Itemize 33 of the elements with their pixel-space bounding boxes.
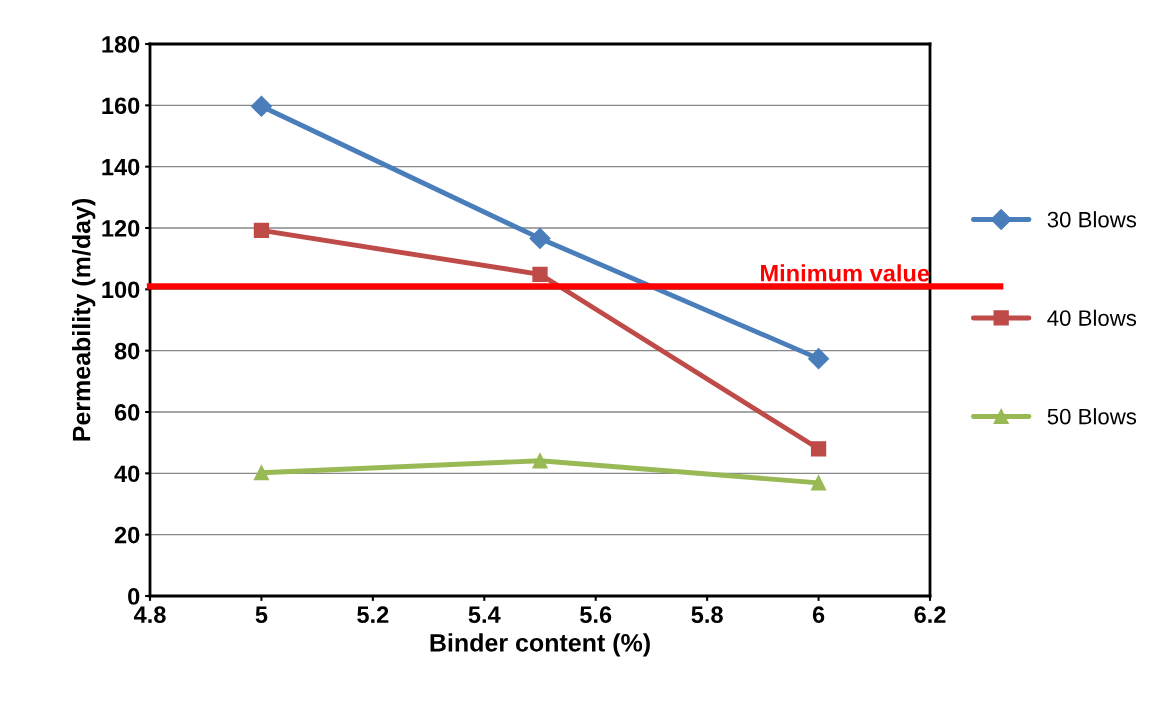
y-tick-label: 100	[102, 281, 140, 299]
y-tick-label: 40	[114, 465, 140, 483]
legend-label: 50 Blows	[1047, 408, 1137, 425]
point	[810, 475, 827, 491]
x-tick-label: 4.8	[133, 606, 166, 624]
point	[532, 453, 548, 469]
y-tick-label: 60	[114, 404, 140, 421]
y-tick-label: 80	[114, 342, 140, 360]
y-tick-label: 140	[102, 158, 140, 176]
point	[532, 266, 548, 282]
x-tick-label: 5.2	[357, 606, 389, 624]
point	[253, 222, 270, 239]
point	[250, 95, 272, 117]
y-axis-title: Permeability (m/day)	[72, 198, 96, 441]
y-tick-label: 160	[102, 97, 140, 115]
y-tick-label: 20	[114, 526, 140, 544]
x-tick-label: 6.2	[914, 606, 946, 624]
x-axis-title: Binder content (%)	[430, 633, 650, 657]
x-tick-label: 5	[255, 606, 268, 624]
point	[253, 465, 270, 481]
legend-label: 30 Blows	[1047, 211, 1137, 228]
y-tick-label: 180	[102, 36, 140, 53]
point	[529, 227, 551, 249]
point	[808, 348, 830, 370]
point	[810, 441, 827, 457]
y-tick-label: 0	[128, 588, 140, 605]
x-tick-label: 6	[812, 606, 825, 624]
ref-line-label: Minimum value	[761, 264, 930, 282]
x-tick-label: 5.4	[468, 606, 501, 624]
x-tick-label: 5.8	[691, 606, 723, 624]
legend-label: 40 Blows	[1047, 309, 1137, 326]
y-tick-label: 120	[102, 220, 140, 237]
x-tick-label: 5.6	[580, 606, 612, 624]
